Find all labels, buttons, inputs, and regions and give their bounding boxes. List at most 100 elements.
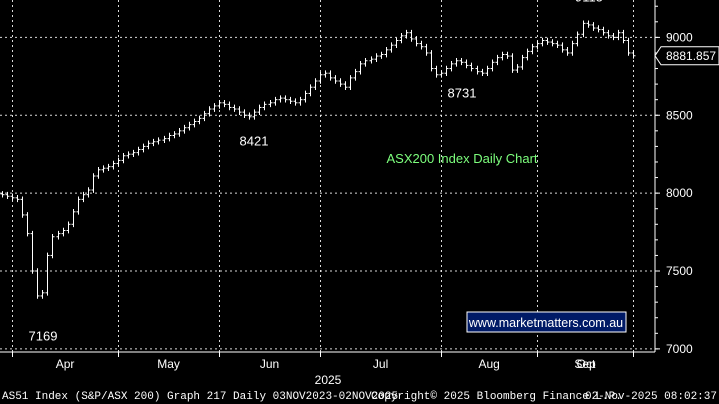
- price-bar: [369, 56, 374, 64]
- price-bar: [61, 227, 66, 237]
- chart-title: ASX200 Index Daily Chart: [386, 151, 537, 166]
- price-bar: [212, 103, 217, 112]
- price-bar: [419, 40, 424, 50]
- annotation-label: 8731: [448, 85, 477, 100]
- price-bar: [217, 99, 222, 109]
- price-bar: [303, 90, 308, 103]
- price-bar: [76, 196, 81, 215]
- x-tick-label: Jul: [373, 357, 388, 371]
- price-bar: [586, 20, 591, 28]
- last-value-tag: 8881.857: [654, 46, 719, 66]
- price-bar: [237, 106, 242, 115]
- footer-center: Copyright© 2025 Bloomberg Finance L.P.: [371, 391, 622, 403]
- price-bar: [40, 290, 45, 299]
- price-bar: [454, 57, 459, 67]
- footer-left: AS51 Index (S&P/ASX 200) Graph 217 Daily…: [2, 391, 398, 403]
- price-bar: [172, 131, 177, 139]
- price-bar: [66, 221, 71, 234]
- price-bar: [257, 104, 262, 115]
- price-bar: [464, 59, 469, 69]
- price-bar: [621, 29, 626, 44]
- price-bar: [262, 101, 267, 111]
- price-bar: [348, 75, 353, 91]
- x-tick-label: Apr: [56, 357, 75, 371]
- price-bar: [81, 191, 86, 203]
- footer-right: 02-Nov-2025 08:02:37: [585, 391, 717, 403]
- price-bar: [141, 143, 146, 153]
- annotation-label: 7169: [29, 329, 58, 344]
- price-bar: [101, 165, 106, 173]
- price-bar: [308, 84, 313, 97]
- y-tick-label: 7000: [666, 342, 693, 356]
- price-bar: [247, 112, 252, 120]
- price-bar: [495, 54, 500, 66]
- x-tick-label: Oct: [577, 357, 596, 371]
- price-bar: [631, 50, 636, 59]
- price-bars: [0, 20, 636, 299]
- price-bar: [30, 230, 35, 274]
- price-bar: [182, 124, 187, 134]
- price-bar: [459, 57, 464, 66]
- price-bar: [167, 132, 172, 142]
- price-bar: [343, 81, 348, 91]
- price-bar: [424, 43, 429, 56]
- price-bar: [116, 157, 121, 167]
- price-bar: [520, 54, 525, 70]
- price-bar: [333, 75, 338, 84]
- price-bar: [606, 29, 611, 39]
- price-bar: [10, 193, 15, 201]
- footer: AS51 Index (S&P/ASX 200) Graph 217 Daily…: [2, 391, 717, 403]
- watermark-text: www.marketmatters.com.au: [468, 316, 623, 330]
- price-bar: [535, 40, 540, 50]
- price-bar: [389, 42, 394, 53]
- x-tick-label: Jun: [260, 357, 279, 371]
- price-bar: [328, 70, 333, 81]
- x-tick-label: May: [157, 357, 180, 371]
- x-tick-label: Sep: [574, 357, 596, 371]
- price-bar: [374, 53, 379, 62]
- price-bar: [136, 146, 141, 156]
- price-bar: [581, 20, 586, 38]
- price-bar: [500, 51, 505, 61]
- y-tick-label: 9000: [666, 30, 693, 44]
- price-bar: [192, 118, 197, 128]
- price-bar: [45, 252, 50, 296]
- price-bar: [429, 50, 434, 72]
- price-bar: [570, 40, 575, 56]
- last-value-label: 8881.857: [666, 49, 716, 63]
- price-bar: [35, 268, 40, 299]
- price-bar: [399, 33, 404, 44]
- price-bar: [283, 95, 288, 103]
- price-bar: [96, 166, 101, 179]
- price-bar: [232, 104, 237, 112]
- price-bar: [0, 191, 5, 198]
- price-bar: [131, 149, 136, 157]
- price-bar: [91, 173, 96, 193]
- price-bar: [268, 99, 273, 108]
- price-bar: [338, 78, 343, 87]
- price-bar: [550, 39, 555, 47]
- price-bar: [187, 121, 192, 131]
- annotation-label: 9115: [575, 0, 603, 4]
- price-bar: [530, 43, 535, 55]
- price-bar: [273, 96, 278, 106]
- price-bar: [379, 51, 384, 59]
- annotation-label: 8421: [240, 134, 269, 149]
- price-bar: [616, 29, 621, 41]
- price-bar: [480, 68, 485, 77]
- annotations: 7169 8421 8731 9115: [29, 0, 603, 344]
- price-bar: [50, 233, 55, 259]
- price-bar: [358, 61, 363, 75]
- price-bar: [565, 47, 570, 56]
- price-bar: [626, 37, 631, 56]
- price-bar: [353, 68, 358, 81]
- price-bar: [222, 99, 227, 108]
- price-bar: [5, 191, 10, 200]
- price-bar: [490, 59, 495, 72]
- price-bar: [409, 29, 414, 42]
- price-bar: [298, 96, 303, 106]
- price-bar: [106, 163, 111, 172]
- price-bar: [475, 65, 480, 75]
- price-bar: [252, 109, 257, 120]
